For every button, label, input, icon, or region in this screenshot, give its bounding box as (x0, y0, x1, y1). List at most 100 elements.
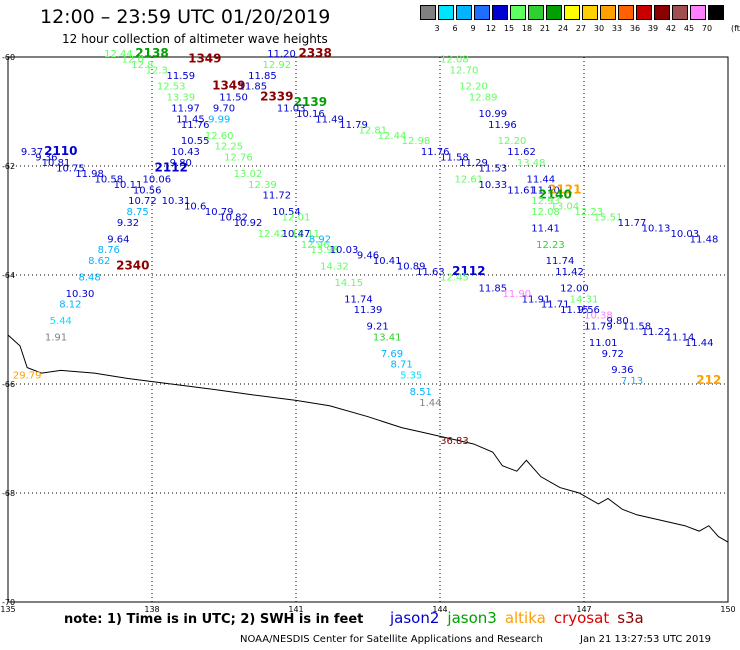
legend-swatch (618, 5, 634, 20)
wave-height-label: 11.79 (584, 322, 613, 333)
wave-height-label: 12.23 (536, 240, 565, 251)
wave-height-label: 11.10 (531, 185, 560, 196)
legend-swatch (438, 5, 454, 20)
wave-height-label: 14.32 (320, 262, 349, 273)
satellite-legend: jason2 jason3 altika cryosat s3a (390, 609, 652, 627)
lon-tick-label: 144 (432, 605, 447, 614)
wave-height-label: 14.15 (334, 278, 363, 289)
wave-height-label: 9.32 (117, 218, 139, 229)
wave-height-label: 11.76 (421, 147, 450, 158)
wave-height-label: 11.74 (344, 294, 373, 305)
wave-height-label: 11.01 (589, 338, 618, 349)
wave-height-label: 11.50 (219, 93, 248, 104)
wave-height-label: 8.62 (88, 256, 110, 267)
wave-height-label: 10.43 (171, 147, 200, 158)
wave-height-label: 13.02 (234, 169, 263, 180)
wave-height-label: 9.21 (366, 322, 388, 333)
pass-time-label: 2110 (44, 144, 77, 158)
wave-height-label: 12.89 (469, 93, 498, 104)
wave-height-label: 10.13 (642, 223, 671, 234)
wave-height-label: 12.08 (440, 54, 469, 65)
legend-swatch (708, 5, 724, 20)
satellite-jason3: jason3 (447, 609, 497, 627)
wave-height-label: 5.35 (400, 371, 422, 382)
legend-label: 18 (521, 24, 533, 33)
wave-height-label: 9.80 (170, 158, 192, 169)
wave-height-label: 10.56 (133, 185, 162, 196)
legend-label: 15 (503, 24, 515, 33)
satellite-altika: altika (504, 609, 546, 627)
wave-height-label: 11.91 (522, 294, 551, 305)
wave-height-label: 8.12 (59, 300, 81, 311)
wave-height-label: 9.36 (35, 153, 57, 164)
legend-swatch (528, 5, 544, 20)
wave-height-label: 11.74 (546, 256, 575, 267)
wave-height-label: 11.22 (642, 327, 671, 338)
wave-height-label: 9.70 (213, 104, 235, 115)
units-note: note: 1) Time is in UTC; 2) SWH is in fe… (64, 612, 364, 627)
wave-height-label: 12.53 (157, 82, 186, 93)
wave-height-label: 9.56 (578, 305, 600, 316)
wave-height-label: 12.08 (531, 207, 560, 218)
lon-tick-label: 141 (288, 605, 303, 614)
wave-height-label: 12.0 (122, 54, 144, 65)
legend-swatch (564, 5, 580, 20)
wave-height-label: 11.96 (488, 120, 517, 131)
wave-height-label: 12.23 (574, 207, 603, 218)
pass-time-label: 1349 (188, 51, 221, 65)
wave-height-label: 12.98 (402, 136, 431, 147)
wave-height-label: 10.75 (56, 163, 85, 174)
legend-swatch (600, 5, 616, 20)
wave-height-label: 12.70 (450, 65, 479, 76)
wave-height-label: 9.80 (606, 316, 628, 327)
wave-height-label: 10.16 (296, 109, 325, 120)
lat-tick-label: -62 (2, 162, 15, 171)
wave-height-label: 11.71 (541, 300, 570, 311)
wave-height-label: 12.42 (258, 229, 287, 240)
legend-label: 45 (683, 24, 695, 33)
wave-height-label: 14.31 (570, 294, 599, 305)
wave-height-label: 8.92 (309, 234, 331, 245)
pass-time-label: 2112 (154, 160, 187, 174)
legend-label: 30 (593, 24, 605, 33)
wave-height-label: 13.98 (310, 245, 339, 256)
wave-height-label: 10.55 (181, 136, 210, 147)
wave-height-label: 10.11 (114, 180, 143, 191)
wave-height-label: 11.97 (171, 104, 200, 115)
wave-height-label: 8.75 (126, 207, 148, 218)
wave-height-label: 11.59 (166, 71, 195, 82)
legend-label: 9 (470, 24, 476, 33)
lat-tick-label: -68 (2, 489, 15, 498)
wave-height-label: 10.03 (330, 245, 359, 256)
wave-height-label: 10.41 (373, 256, 402, 267)
wave-height-label: 10.06 (142, 174, 171, 185)
wave-height-label: 10.82 (219, 213, 248, 224)
pass-time-label: 2138 (135, 46, 168, 60)
wave-height-label: 13.48 (517, 158, 546, 169)
wave-height-label: 11.58 (440, 153, 469, 164)
legend-swatch (582, 5, 598, 20)
pass-time-label: 2340 (116, 259, 149, 273)
legend-swatch (546, 5, 562, 20)
lon-tick-label: 150 (720, 605, 735, 614)
lat-tick-label: -60 (2, 53, 15, 62)
wave-height-label: 9.37 (21, 147, 43, 158)
legend-label: 39 (647, 24, 659, 33)
legend-label: 27 (575, 24, 587, 33)
legend-swatch (510, 5, 526, 20)
wave-height-label: 11.53 (478, 163, 507, 174)
wave-height-label: 12.25 (214, 142, 243, 153)
wave-height-label: 13.04 (550, 202, 579, 213)
pass-time-label: 2112 (452, 264, 485, 278)
lat-tick-label: -66 (2, 380, 15, 389)
wave-height-label: 12.92 (262, 60, 291, 71)
wave-height-label: 10.38 (584, 311, 613, 322)
wave-height-label: 10.03 (670, 229, 699, 240)
wave-height-label: 7.69 (381, 349, 403, 360)
satellite-jason2: jason2 (390, 609, 440, 627)
wave-height-label: 12.01 (282, 213, 311, 224)
wave-height-label: 12.93 (531, 196, 560, 207)
satellite-cryosat: cryosat (553, 609, 610, 627)
legend-unit: (ft) (730, 24, 740, 33)
